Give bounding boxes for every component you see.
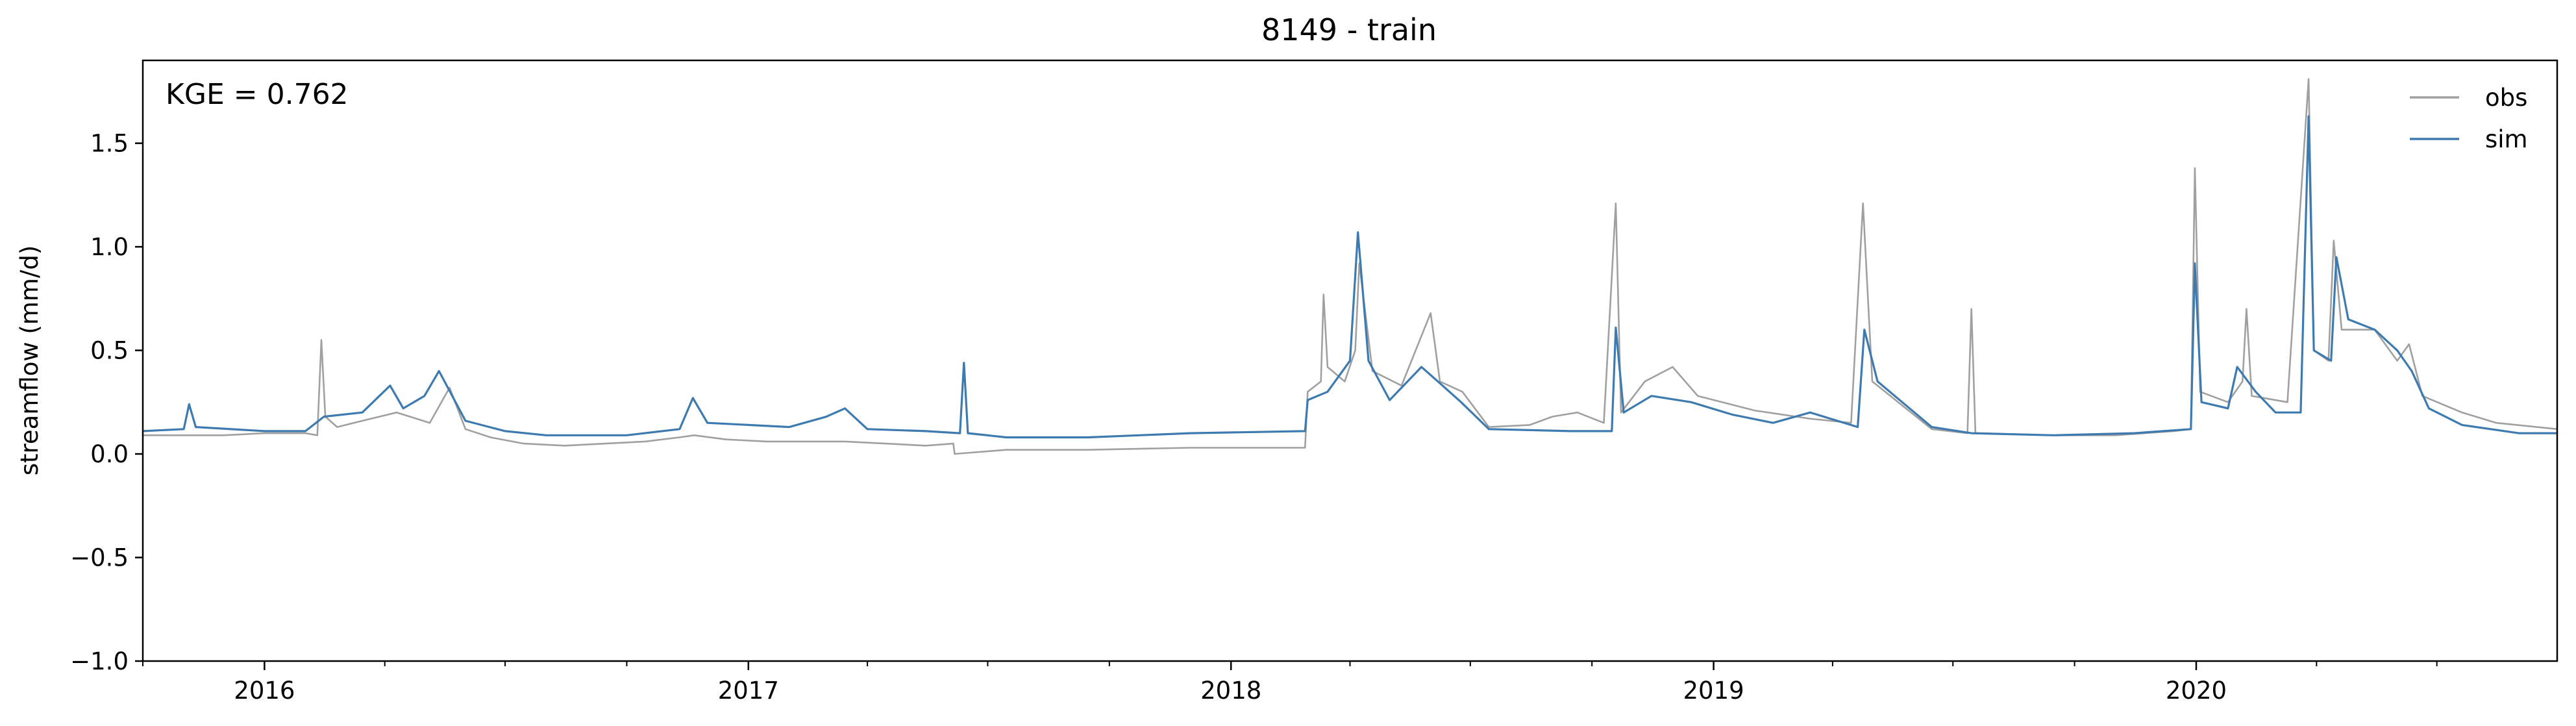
series-line-obs	[143, 78, 2557, 455]
y-axis-label: streamflow (mm/d)	[16, 245, 43, 476]
x-tick-label: 2020	[2166, 677, 2227, 705]
x-tick-label: 2017	[718, 677, 779, 705]
legend-label-sim: sim	[2485, 125, 2528, 153]
y-tick-label: 1.0	[90, 233, 129, 261]
x-axis: 2016 2017 2018 2019 2020	[142, 661, 2438, 705]
chart-title: 8149 - train	[1261, 12, 1437, 47]
series-line-sim	[143, 115, 2557, 439]
y-tick-label: 1.5	[90, 130, 129, 158]
legend-label-obs: obs	[2485, 84, 2527, 112]
x-tick-label: 2018	[1200, 677, 1261, 705]
y-tick-label: −1.0	[70, 647, 129, 675]
y-tick-label: 0.0	[90, 440, 129, 468]
x-tick-label: 2016	[234, 677, 295, 705]
legend: obs sim	[2410, 84, 2528, 153]
y-axis: −1.0 −0.5 0.0 0.5 1.0 1.5	[70, 130, 143, 675]
kge-annotation: KGE = 0.762	[166, 78, 349, 111]
x-tick-label: 2019	[1683, 677, 1744, 705]
y-tick-label: 0.5	[90, 337, 129, 365]
y-tick-label: −0.5	[70, 544, 129, 572]
